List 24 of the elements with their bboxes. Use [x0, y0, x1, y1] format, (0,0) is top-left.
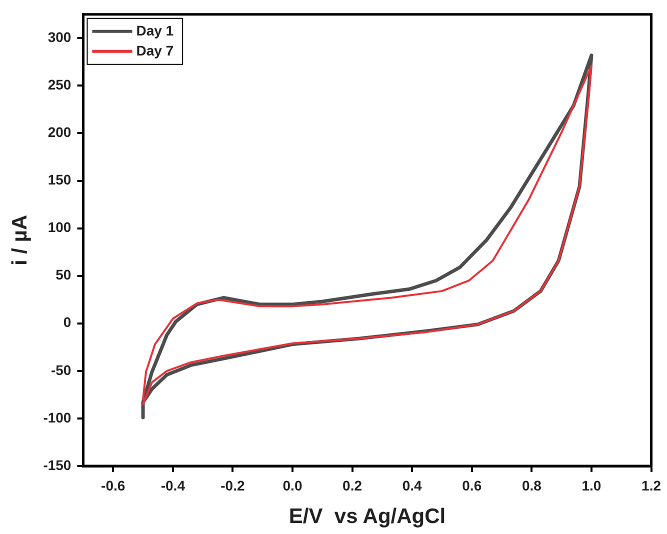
x-tick-label: 0.4	[402, 477, 422, 494]
y-axis-title: i / µA	[8, 214, 32, 266]
y-tick-label: 250	[48, 76, 72, 93]
x-tick-label: -0.4	[160, 477, 186, 494]
x-tick-label: 1.0	[582, 477, 602, 494]
legend-label: Day 1	[136, 22, 174, 38]
x-tick-label: 1.2	[642, 477, 662, 494]
legend-label: Day 7	[136, 42, 174, 58]
y-tick-label: 100	[48, 219, 72, 236]
x-tick-label: -0.2	[220, 477, 245, 494]
y-tick-label: -50	[50, 362, 72, 378]
x-tick-label: 0.0	[282, 477, 302, 494]
y-tick-label: 300	[48, 29, 72, 46]
y-tick-label: 0	[63, 314, 72, 330]
y-tick-label: 150	[48, 172, 72, 188]
x-tick-label: -0.6	[101, 477, 126, 494]
y-tick-label: -100	[43, 409, 72, 426]
x-tick-label: 0.6	[462, 477, 482, 494]
y-tick-label: -150	[43, 456, 72, 473]
x-tick-label: 0.8	[522, 477, 542, 494]
y-tick-label: 200	[48, 124, 72, 140]
y-tick-label: 50	[56, 266, 72, 283]
x-tick-label: 0.2	[342, 477, 362, 494]
x-axis-title: E/V vs Ag/AgCl	[288, 505, 446, 528]
